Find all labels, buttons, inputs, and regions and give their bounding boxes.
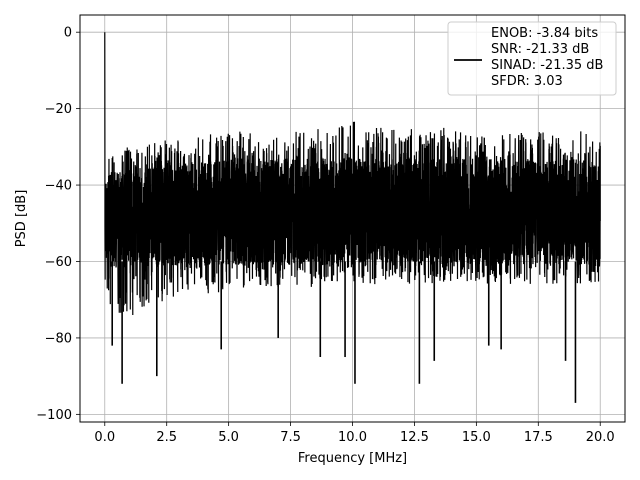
x-tick-label: 20.0: [586, 430, 615, 445]
legend-entry-sfdr: SFDR: 3.03: [491, 74, 563, 89]
legend-box: [447, 21, 617, 96]
psd-trace: [104, 32, 601, 316]
x-tick-label: 7.5: [280, 430, 301, 445]
x-tick-label: 5.0: [218, 430, 239, 445]
y-tick-label: −20: [45, 102, 72, 117]
x-tick-label: 15.0: [462, 430, 491, 445]
y-tick-label: −40: [45, 179, 72, 194]
legend-entry-sinad: SINAD: -21.35 dB: [491, 58, 603, 73]
y-tick-label: −100: [36, 408, 72, 423]
x-tick-label: 17.5: [524, 430, 553, 445]
y-tick-label: −80: [45, 331, 72, 346]
x-tick-label: 0.0: [94, 430, 115, 445]
legend-entry-snr: SNR: -21.33 dB: [491, 42, 589, 57]
legend: ENOB: -3.84 bits SNR: -21.33 dB SINAD: -…: [447, 21, 617, 96]
y-axis-ticks: 0 −20 −40 −60 −80 −100: [36, 26, 80, 423]
y-tick-label: 0: [64, 26, 72, 41]
y-axis-label: PSD [dB]: [14, 190, 29, 248]
x-tick-label: 10.0: [338, 430, 367, 445]
x-axis-label: Frequency [MHz]: [298, 451, 407, 466]
y-tick-label: −60: [45, 255, 72, 270]
x-tick-label: 12.5: [400, 430, 429, 445]
plot-area: [104, 32, 601, 403]
x-tick-label: 2.5: [156, 430, 177, 445]
legend-entry-enob: ENOB: -3.84 bits: [491, 26, 598, 41]
x-axis-ticks: 0.0 2.5 5.0 7.5 10.0 12.5 15.0 17.5 20.0: [94, 422, 615, 445]
